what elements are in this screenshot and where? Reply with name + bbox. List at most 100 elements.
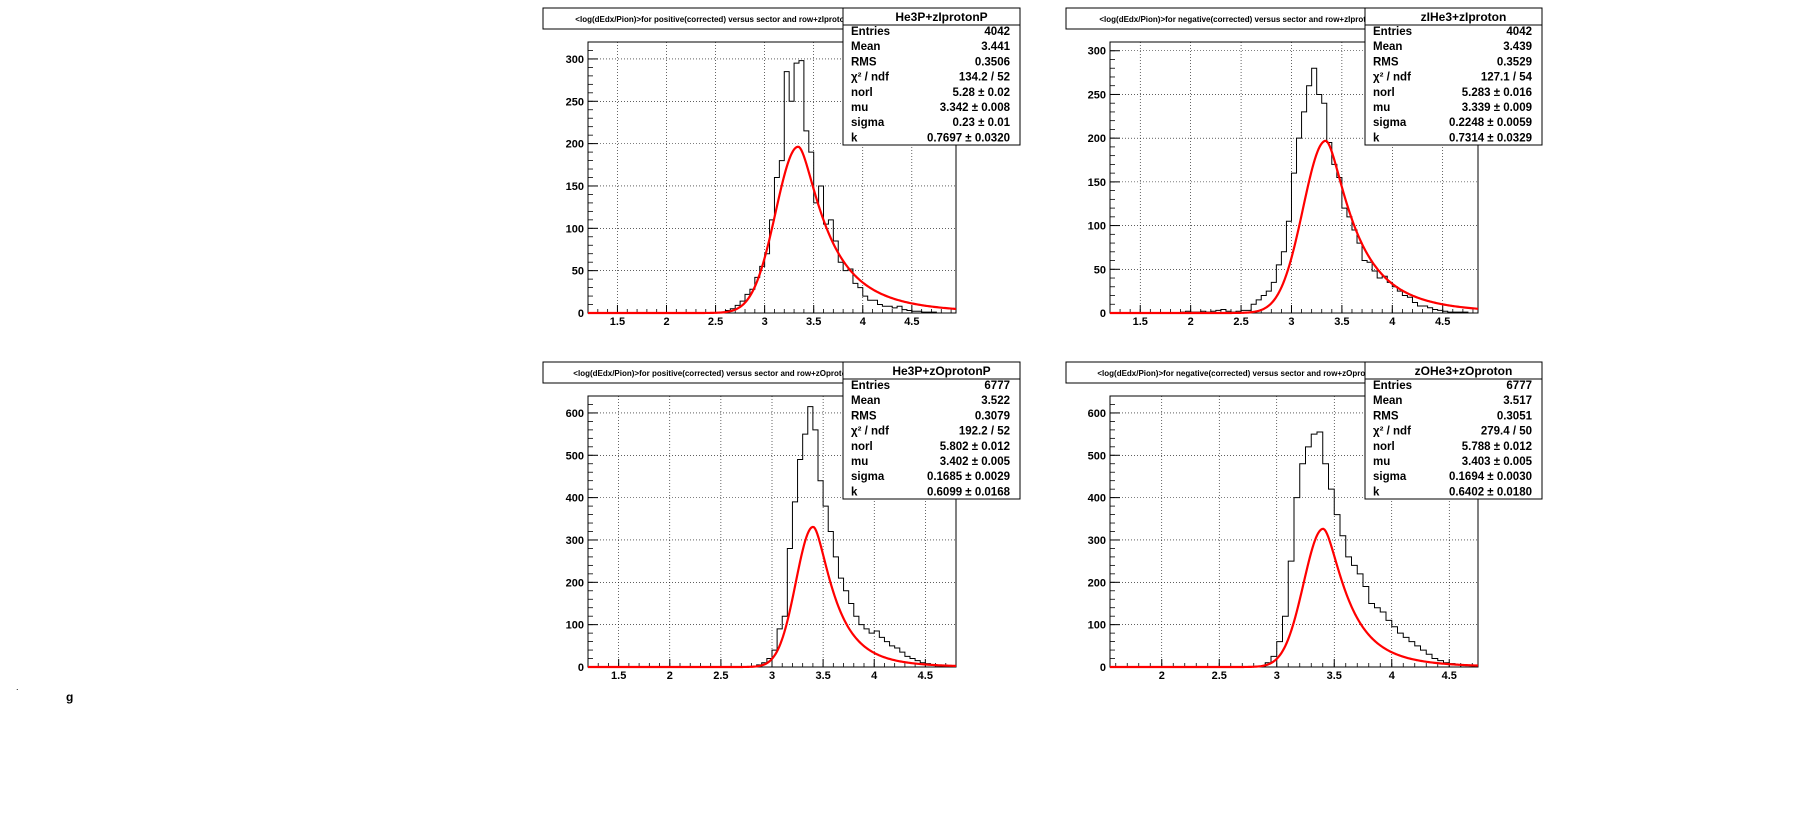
stat-label: Mean: [851, 395, 880, 407]
x-tick-label: 4.5: [1435, 316, 1450, 328]
y-tick-label: 100: [566, 620, 584, 632]
x-tick-label: 2: [667, 670, 673, 682]
x-tick-label: 1.5: [611, 670, 626, 682]
x-tick-label: 4.5: [918, 670, 933, 682]
histogram-name: zOHe3+zOproton: [1415, 364, 1513, 378]
stat-value: 0.2248 ± 0.0059: [1449, 117, 1532, 129]
stat-label: k: [1373, 486, 1380, 498]
stat-value: 0.1694 ± 0.0030: [1449, 471, 1532, 483]
y-tick-label: 400: [1088, 493, 1106, 505]
y-tick-label: 200: [566, 139, 584, 151]
y-tick-label: 0: [1100, 662, 1106, 674]
x-tick-label: 4: [1389, 670, 1396, 682]
stat-label: norl: [851, 87, 873, 99]
x-tick-label: 3.5: [806, 316, 821, 328]
footer-g-mark: g: [66, 690, 74, 704]
stat-value: 127.1 / 54: [1481, 72, 1533, 84]
stat-value: 3.342 ± 0.008: [940, 102, 1011, 114]
y-tick-label: 500: [1088, 450, 1106, 462]
x-tick-label: 3.5: [815, 670, 830, 682]
y-tick-label: 300: [1088, 535, 1106, 547]
x-tick-label: 4.5: [1442, 670, 1457, 682]
histogram-panel-2: 1.5 2 2.5 3 3.5 4 4.5 0 50 100 150 200 250 300 <log(dE…: [1065, 7, 1543, 328]
stat-value: 0.3529: [1497, 56, 1532, 68]
y-tick-label: 50: [1094, 264, 1106, 276]
stat-label: norl: [851, 441, 873, 453]
stat-label: χ² / ndf: [851, 426, 889, 438]
stat-value: 0.6099 ± 0.0168: [927, 486, 1011, 498]
y-tick-label: 600: [1088, 408, 1106, 420]
stat-label: Mean: [1373, 41, 1402, 53]
stat-label: χ² / ndf: [851, 72, 889, 84]
stat-value: 5.28 ± 0.02: [953, 87, 1010, 99]
x-tick-label: 1.5: [1133, 316, 1148, 328]
y-tick-label: 200: [1088, 577, 1106, 589]
x-tick-label: 4.5: [904, 316, 919, 328]
y-tick-label: 150: [1088, 177, 1106, 189]
y-tick-label: 300: [566, 54, 584, 66]
stat-label: Entries: [851, 380, 890, 392]
stat-label: sigma: [851, 117, 885, 129]
x-tick-label: 2.5: [708, 316, 723, 328]
histogram-bars: [1110, 431, 1478, 668]
x-tick-label: 3: [762, 316, 768, 328]
x-tick-label: 1.5: [610, 316, 625, 328]
histogram-bars: [1110, 67, 1478, 314]
stat-label: mu: [1373, 456, 1390, 468]
x-tick-label: 2: [1159, 670, 1165, 682]
y-tick-label: 100: [1088, 620, 1106, 632]
histogram-panel-1: 1.5 2 2.5 3 3.5 4 4.5 0 50 100 150 200 250 300 <log(dE…: [542, 7, 1021, 328]
stat-value: 0.7697 ± 0.0320: [927, 132, 1010, 144]
stats-box: [842, 361, 1021, 500]
x-tick-label: 3.5: [1334, 316, 1349, 328]
stat-value: 3.441: [981, 41, 1010, 53]
x-tick-label: 3.5: [1327, 670, 1342, 682]
stat-value: 5.802 ± 0.012: [940, 441, 1010, 453]
stat-value: 0.7314 ± 0.0329: [1449, 132, 1532, 144]
x-tick-label: 2.5: [1212, 670, 1227, 682]
histogram-name: He3P+zOprotonP: [892, 364, 990, 378]
x-tick-label: 2: [1188, 316, 1194, 328]
stat-value: 3.439: [1503, 41, 1532, 53]
stat-label: Entries: [1373, 26, 1412, 38]
y-tick-label: 250: [1088, 89, 1106, 101]
y-tick-label: 200: [1088, 133, 1106, 145]
x-tick-label: 4: [1389, 316, 1396, 328]
histogram-panel-4: 2 2.5 3 3.5 4 4.5 0 100 200 300 400 500 600 <log(dEdx…: [1065, 361, 1543, 682]
histogram-bars: [588, 60, 956, 314]
histogram-panel-3: 1.5 2 2.5 3 3.5 4 4.5 0 100 200 300 400 500 600 <log(d…: [542, 361, 1021, 682]
stat-value: 4042: [1506, 26, 1532, 38]
fit-curve: [588, 525, 957, 669]
stat-label: mu: [851, 456, 868, 468]
stat-value: 0.23 ± 0.01: [953, 117, 1011, 129]
stat-value: 134.2 / 52: [959, 72, 1010, 84]
fit-curve: [588, 145, 957, 315]
histogram-name: zIHe3+zIproton: [1421, 10, 1507, 24]
stat-label: k: [851, 132, 858, 144]
x-tick-label: 3: [1274, 670, 1280, 682]
y-tick-label: 200: [566, 577, 584, 589]
stat-value: 5.788 ± 0.012: [1462, 441, 1532, 453]
y-tick-label: 0: [578, 308, 584, 320]
footer-dot-mark: .: [16, 682, 19, 692]
chart-title: <log(dEdx/Pion)>for positive(corrected) …: [575, 15, 855, 24]
chart-title: <log(dEdx/Pion)>for negative(corrected) …: [1097, 369, 1377, 378]
stat-label: norl: [1373, 441, 1395, 453]
y-tick-label: 100: [566, 223, 584, 235]
x-tick-label: 2: [663, 316, 669, 328]
y-tick-label: 300: [1088, 46, 1106, 58]
stat-label: norl: [1373, 87, 1395, 99]
stat-label: Mean: [1373, 395, 1402, 407]
stat-value: 4042: [984, 26, 1010, 38]
y-tick-label: 150: [566, 181, 584, 193]
stat-value: 3.339 ± 0.009: [1462, 102, 1532, 114]
stats-box: [1364, 361, 1543, 500]
stat-value: 3.403 ± 0.005: [1462, 456, 1533, 468]
stats-box: [1364, 7, 1543, 146]
stat-value: 0.3079: [975, 410, 1010, 422]
stat-label: RMS: [1373, 410, 1399, 422]
stat-label: Entries: [851, 26, 890, 38]
stat-label: mu: [1373, 102, 1390, 114]
stat-value: 0.3506: [975, 56, 1010, 68]
